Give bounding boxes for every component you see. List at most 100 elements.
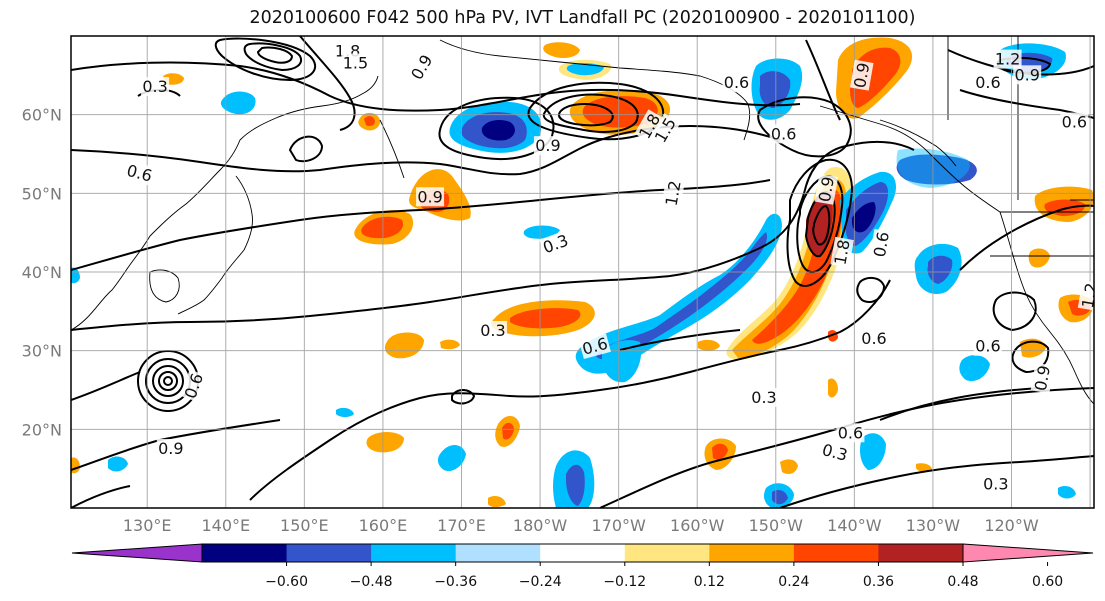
- pv-contour: [805, 39, 841, 121]
- colorbar-tick-label: −0.36: [434, 574, 477, 590]
- latitude-label: 50°N: [22, 184, 62, 203]
- shade-patch: [896, 154, 977, 185]
- colorbar-swatch: [624, 544, 710, 562]
- contour-label-bg: [973, 336, 1002, 356]
- contour-label: 0.9: [416, 187, 445, 207]
- colorbar-min-extension: [71, 543, 203, 563]
- contour-label: 0.6: [860, 328, 888, 348]
- latitude-label: 40°N: [22, 263, 62, 282]
- contour-label: 0.6: [973, 336, 1002, 356]
- contour-label-bg: [1077, 280, 1094, 311]
- shade-patch: [828, 378, 838, 398]
- contour-label-text: 0.3: [142, 77, 167, 96]
- shade-patch: [510, 308, 581, 329]
- shade-patch: [488, 496, 506, 507]
- contour-label-text: 0.3: [751, 388, 776, 407]
- contour-label: 0.6: [1060, 112, 1089, 132]
- shade-patch: [437, 445, 466, 472]
- contour-label-bg: [533, 136, 562, 156]
- contour-label: 0.6: [722, 73, 751, 93]
- contour-label-bg: [1013, 65, 1042, 85]
- contour-label-bg: [769, 124, 798, 144]
- contour-label: 1.8: [830, 236, 854, 268]
- contour-label-layer: 0.31.81.5 0.90.60.90.91.81.50.31.20.60.60…: [86, 41, 1101, 533]
- contour-label-text: 0.3: [983, 474, 1008, 493]
- contour-label-bg: [750, 387, 778, 407]
- contour-label-text: 0.9: [417, 187, 442, 206]
- contour-label: 1.2: [661, 177, 685, 209]
- longitude-label: 160°E: [359, 516, 408, 535]
- contour-label-bg: [849, 59, 874, 91]
- contour-label: 0.3: [478, 321, 507, 340]
- contour-label: 0.6: [869, 228, 894, 260]
- coastline-layer: [71, 36, 1094, 405]
- contour-label-bg: [836, 423, 865, 443]
- contour-label: 0.9: [156, 439, 185, 458]
- contour-label: 0.6: [836, 423, 865, 443]
- shade-patch: [481, 120, 515, 141]
- contour-label: 1.2: [1077, 280, 1101, 311]
- colorbar-tick-label: 0.36: [863, 574, 894, 590]
- pv-contour: [786, 158, 854, 287]
- pv-contour: [152, 365, 184, 397]
- contour-label-bg: [818, 439, 851, 466]
- latitude-axis-labels: 60°N 50°N 40°N 30°N 20°N: [22, 106, 62, 440]
- shade-patch: [698, 339, 720, 351]
- contour-label-text: 0.6: [1062, 113, 1087, 132]
- contour-label-text: 0.6: [724, 73, 749, 92]
- contour-label-bg: [406, 50, 438, 85]
- contour-label-text: 1.8: [831, 238, 854, 266]
- contour-label-bg: [1030, 362, 1055, 394]
- colorbar-swatch: [202, 544, 288, 562]
- pv-contour: [856, 276, 886, 304]
- latitude-label: 20°N: [22, 420, 62, 439]
- contour-label: 1.5: [650, 113, 681, 148]
- contour-label-bg: [869, 228, 894, 260]
- contour-label: 0.9: [1030, 362, 1055, 394]
- contour-label-text: 0.6: [975, 337, 1000, 356]
- colorbar-tick-label: −0.60: [265, 574, 308, 590]
- coastline: [819, 105, 1001, 213]
- shade-patch: [916, 463, 932, 473]
- colorbar-swatch: [878, 544, 964, 562]
- pv-contour: [812, 204, 831, 246]
- map-frame: [70, 35, 1095, 509]
- map-plot-area: 0.31.81.5 0.90.60.90.91.81.50.31.20.60.60…: [71, 36, 1101, 533]
- contour-label-text: 0.9: [1031, 364, 1054, 392]
- pv-contour: [451, 389, 476, 405]
- shade-patch: [1028, 248, 1050, 268]
- colorbar-max-extension: [962, 543, 1094, 563]
- pv-contour: [71, 371, 141, 401]
- contour-label-text: 0.9: [158, 439, 183, 458]
- contour-label: 1.2: [993, 49, 1022, 69]
- pv-contour: [438, 96, 555, 160]
- latitude-label: 60°N: [22, 106, 62, 125]
- contour-label-text: 1.2: [1078, 281, 1101, 309]
- colorbar-swatch: [540, 544, 626, 562]
- pv-contour: [779, 455, 1094, 508]
- longitude-label: 180°W: [513, 516, 568, 535]
- coastline: [149, 269, 180, 303]
- colorbar-tick-label: −0.12: [603, 574, 646, 590]
- longitude-label: 130°E: [123, 516, 172, 535]
- shade-patch: [336, 407, 354, 417]
- contour-label-text: 0.3: [87, 514, 112, 533]
- pv-contour: [243, 42, 302, 72]
- shade-patch: [108, 456, 128, 472]
- contour-label-bg: [156, 439, 185, 458]
- longitude-label: 170°E: [437, 516, 486, 535]
- pv-contour: [163, 376, 173, 386]
- coastline: [177, 175, 253, 315]
- contour-label: 0.9: [1013, 65, 1042, 85]
- colorbar-swatch: [371, 544, 457, 562]
- contour-label-bg: [86, 514, 114, 533]
- colorbar-tick-label: 0.60: [1032, 574, 1063, 590]
- pv-contour: [959, 204, 1094, 271]
- colorbar: −0.60 −0.48 −0.36 −0.24 −0.12 0.12 0.24 0.36 0.4…: [71, 543, 1094, 590]
- contour-label: 0.9: [849, 59, 874, 91]
- longitude-label: 140°E: [201, 516, 250, 535]
- contour-label: 0.6: [973, 73, 1002, 93]
- pv-contour: [619, 329, 741, 351]
- coastline: [71, 75, 379, 331]
